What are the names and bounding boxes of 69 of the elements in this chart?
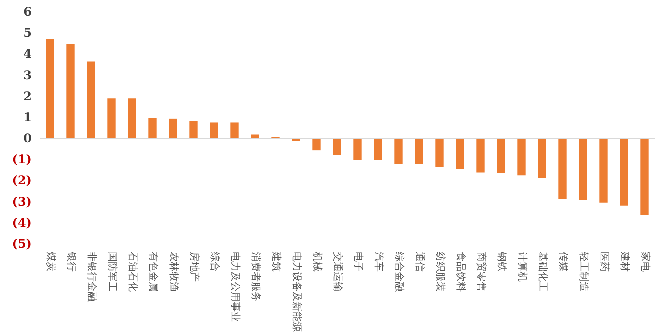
- x-tick-label: 商贸零售: [475, 252, 488, 292]
- x-tick-label: 医药: [598, 252, 610, 272]
- x-tick-label: 建材: [618, 251, 631, 272]
- x-tick-label: 国防军工: [106, 252, 118, 292]
- y-tick-label: (4): [12, 216, 32, 230]
- x-tick-label: 机械: [311, 252, 324, 272]
- y-tick-label: 5: [24, 26, 32, 40]
- x-tick-label: 纺织服装: [434, 252, 446, 292]
- x-tick-label: 综合: [208, 252, 221, 272]
- y-tick-label: (5): [12, 237, 32, 251]
- x-tick-label: 石油石化: [126, 252, 139, 292]
- bar: [538, 138, 546, 178]
- x-tick-label: 电力设备及新能源: [290, 252, 303, 332]
- x-tick-label: 非银行金融: [86, 252, 98, 302]
- x-tick-label: 有色金属: [147, 252, 160, 292]
- bar: [148, 118, 157, 139]
- x-tick-label: 计算机: [516, 252, 528, 282]
- bar: [579, 138, 588, 200]
- bar: [128, 98, 136, 139]
- bar: [230, 122, 239, 139]
- x-tick-label: 房地产: [188, 252, 200, 282]
- bar: [558, 138, 567, 200]
- y-tick-label: 2: [24, 89, 32, 104]
- x-tick-label: 银行: [65, 251, 76, 272]
- x-tick-label: 消费者服务: [250, 252, 262, 302]
- y-tick-label: (2): [12, 174, 32, 188]
- bar: [394, 138, 403, 164]
- x-tick-label: 电力及公用事业: [229, 252, 242, 322]
- x-tick-label: 煤炭: [44, 252, 57, 272]
- y-tick-label: (3): [12, 194, 32, 209]
- bar: [600, 138, 608, 203]
- bar: [210, 122, 218, 139]
- x-tick-label: 基础化工: [536, 252, 549, 292]
- x-tick-label: 钢铁: [496, 251, 508, 272]
- bar: [497, 138, 506, 174]
- bar: [620, 138, 628, 206]
- x-tick-label: 食品饮料: [454, 252, 467, 292]
- bar: [374, 138, 382, 160]
- bar: [87, 62, 96, 139]
- x-tick-label: 轻工制造: [578, 252, 590, 292]
- y-tick-label: 3: [24, 68, 32, 82]
- x-tick-label: 汽车: [372, 252, 385, 272]
- x-tick-label: 建筑: [270, 251, 282, 272]
- bar: [333, 138, 342, 156]
- y-tick-label: 0: [24, 132, 32, 146]
- x-tick-label: 农林牧渔: [168, 252, 180, 292]
- bar: [415, 138, 424, 164]
- x-tick-label: 传媒: [557, 252, 568, 272]
- bar: [46, 39, 54, 139]
- bar: [456, 138, 464, 170]
- x-tick-label: 家电: [639, 252, 652, 272]
- y-tick-label: 6: [24, 5, 32, 19]
- x-tick-label: 通信: [414, 252, 426, 272]
- y-tick-label: 1: [24, 110, 32, 124]
- y-tick-label: 4: [24, 47, 32, 62]
- bar: [436, 138, 444, 168]
- y-tick-label: (1): [12, 152, 32, 167]
- bar: [190, 121, 198, 139]
- bar: [312, 138, 321, 151]
- bar: [169, 118, 178, 139]
- x-tick-label: 交通运输: [332, 252, 344, 292]
- bar: [476, 138, 485, 173]
- bar: [108, 98, 116, 139]
- x-tick-label: 综合金融: [393, 252, 406, 292]
- bar: [66, 44, 75, 139]
- bar: [640, 138, 649, 216]
- bar: [518, 138, 526, 176]
- bar: [354, 138, 362, 160]
- x-tick-label: 电子: [352, 252, 364, 272]
